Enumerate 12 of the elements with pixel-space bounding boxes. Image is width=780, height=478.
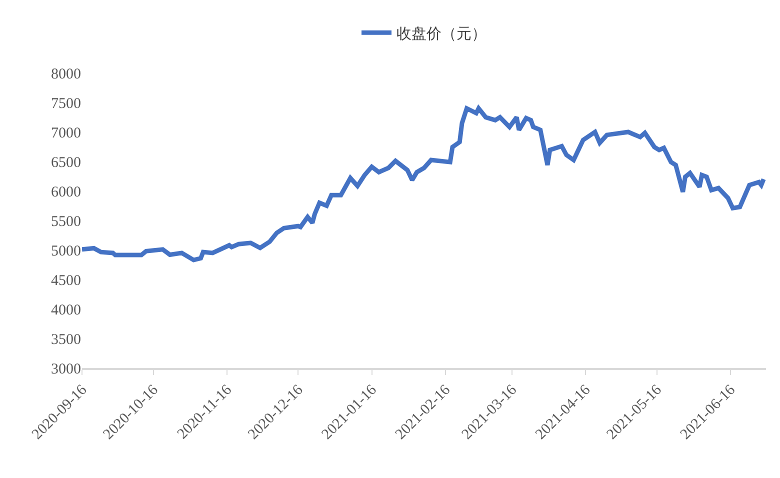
y-tick-label: 4500 xyxy=(51,272,81,289)
y-tick-label: 5500 xyxy=(51,214,81,230)
y-tick-label: 7500 xyxy=(51,96,81,112)
y-tick-label: 6000 xyxy=(51,184,81,200)
y-tick-label: 3500 xyxy=(51,332,81,348)
y-tick-label: 4000 xyxy=(51,302,81,318)
y-tick-label: 5000 xyxy=(51,243,81,260)
y-tick-label: 7000 xyxy=(51,125,81,142)
legend-label: 收盘价（元） xyxy=(396,26,486,42)
y-tick-label: 8000 xyxy=(51,66,81,82)
y-tick-label: 3000 xyxy=(51,361,81,378)
y-tick-label: 6500 xyxy=(51,154,81,171)
